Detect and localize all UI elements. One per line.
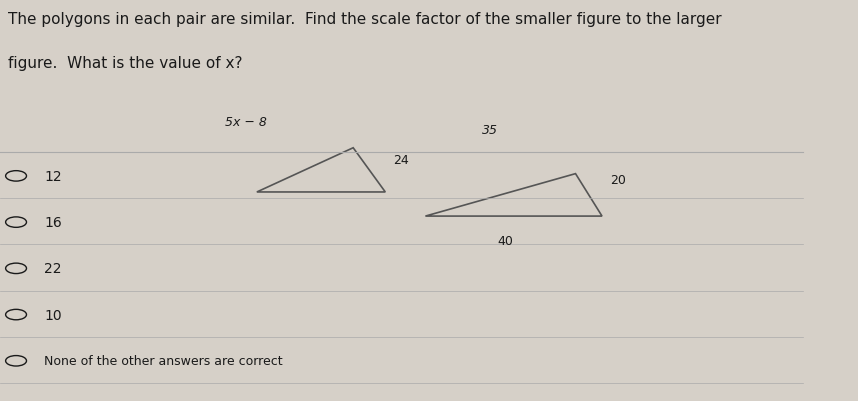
- Text: 16: 16: [44, 216, 62, 229]
- Text: 12: 12: [44, 170, 62, 183]
- Text: figure.  What is the value of x?: figure. What is the value of x?: [8, 56, 243, 71]
- Text: 22: 22: [44, 262, 62, 275]
- Text: 20: 20: [610, 174, 625, 187]
- Text: None of the other answers are correct: None of the other answers are correct: [44, 354, 283, 367]
- Text: 10: 10: [44, 308, 62, 322]
- Text: 35: 35: [481, 124, 498, 137]
- Text: The polygons in each pair are similar.  Find the scale factor of the smaller fig: The polygons in each pair are similar. F…: [8, 12, 722, 27]
- Text: 40: 40: [498, 234, 514, 247]
- Text: 5x − 8: 5x − 8: [225, 116, 267, 129]
- Text: 24: 24: [393, 154, 409, 167]
